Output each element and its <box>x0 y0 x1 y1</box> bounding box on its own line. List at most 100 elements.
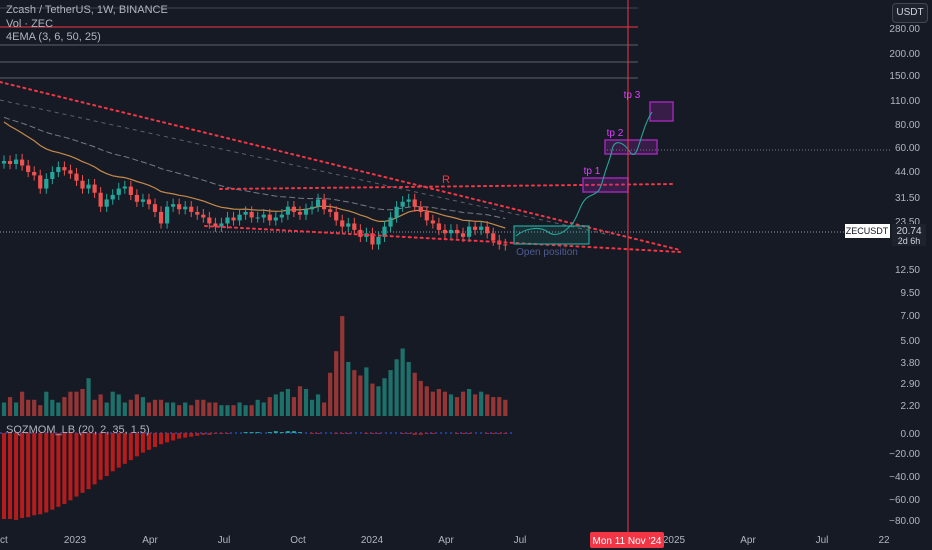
volume-bar <box>158 399 164 416</box>
candle <box>140 199 146 202</box>
volume-bar <box>207 402 212 416</box>
squeeze-momentum-histogram <box>0 431 515 520</box>
oscillator-tick-label: −40.00 <box>889 472 920 483</box>
momentum-bar <box>418 433 423 435</box>
volume-bar <box>424 386 429 416</box>
candle <box>479 226 484 230</box>
price-tick-label: 110.00 <box>890 96 920 107</box>
price-tick-label: 280.00 <box>889 24 920 35</box>
support-line[interactable] <box>204 225 681 253</box>
target-box[interactable] <box>649 101 674 122</box>
momentum-bar <box>364 433 369 434</box>
momentum-bar <box>128 433 133 461</box>
candle <box>491 233 496 241</box>
volume-bar <box>442 391 448 416</box>
volume-bar <box>491 397 496 416</box>
candle <box>418 206 423 212</box>
volume-bar <box>448 394 454 416</box>
momentum-bar <box>122 433 127 464</box>
momentum-bar <box>62 433 67 505</box>
time-tick-label: Jul <box>218 535 231 546</box>
volume-bar <box>177 405 182 416</box>
channel-midline <box>0 99 611 236</box>
candle <box>485 226 490 234</box>
momentum-bar <box>400 433 405 434</box>
price-tick-label: 31.50 <box>895 193 920 204</box>
time-tick-label: Oct <box>290 535 306 546</box>
momentum-bar <box>165 433 170 443</box>
candle <box>334 211 339 221</box>
candle <box>183 206 188 210</box>
volume-bar <box>273 394 278 416</box>
volume-bars <box>1 316 508 416</box>
time-tick-label: Jul <box>816 535 829 546</box>
candle <box>44 178 49 189</box>
momentum-bar <box>267 432 272 434</box>
volume-bar <box>382 378 387 416</box>
volume-bar <box>62 397 67 416</box>
volume-bar <box>497 397 502 416</box>
momentum-bar <box>461 433 466 434</box>
candle <box>267 214 272 221</box>
momentum-bar <box>56 433 61 507</box>
candle <box>328 209 333 212</box>
momentum-bar <box>146 433 151 450</box>
momentum-bar <box>430 433 435 434</box>
momentum-bar <box>491 433 496 434</box>
volume-bar <box>503 399 508 416</box>
candle <box>291 206 297 212</box>
volume-bar <box>297 386 303 416</box>
candle <box>207 217 212 224</box>
momentum-bar <box>171 433 176 441</box>
volume-legend[interactable]: Vol · ZEC <box>6 18 54 30</box>
candle <box>38 175 43 189</box>
open-position-box[interactable] <box>513 225 590 245</box>
candle <box>370 233 375 245</box>
momentum-bar <box>38 433 43 515</box>
currency-button[interactable]: USDT <box>892 3 928 23</box>
price-tick-label: 7.00 <box>901 311 921 322</box>
volume-bar <box>473 394 478 416</box>
candle <box>358 229 363 237</box>
oscillator-legend[interactable]: SQZMOM_LB (20, 2, 35, 1.5) <box>6 424 150 436</box>
symbol-legend[interactable]: Zcash / TetherUS, 1W, BINANCE <box>6 4 168 16</box>
volume-bar <box>340 316 345 416</box>
price-tick-label: 2.20 <box>901 401 921 412</box>
momentum-bar <box>334 433 339 434</box>
volume-bar <box>7 397 13 416</box>
volume-bar <box>225 405 230 416</box>
oscillator-tick-label: 0.00 <box>901 429 921 440</box>
volume-bar <box>237 402 242 416</box>
ema-legend[interactable]: 4EMA (3, 6, 50, 25) <box>6 31 101 43</box>
momentum-bar <box>406 433 411 434</box>
trend-drawings[interactable] <box>0 0 681 532</box>
momentum-bar <box>110 433 115 472</box>
volume-bar <box>376 386 381 416</box>
tp2-label: tp 2 <box>607 128 624 139</box>
momentum-bar <box>44 433 49 513</box>
candle <box>92 184 97 193</box>
target-box[interactable] <box>582 177 629 193</box>
momentum-bar <box>485 433 490 434</box>
volume-bar <box>56 402 61 416</box>
momentum-bar <box>249 432 254 434</box>
volume-bar <box>418 380 423 416</box>
time-tick-label: Apr <box>740 535 756 546</box>
ema-line-fast <box>3 121 506 229</box>
volume-bar <box>68 391 73 416</box>
momentum-bar <box>201 433 206 435</box>
descending-resistance-line[interactable] <box>0 81 681 251</box>
volume-bar <box>309 399 315 416</box>
momentum-bar <box>340 433 345 434</box>
momentum-bar <box>310 433 315 434</box>
momentum-bar <box>412 433 417 435</box>
candle <box>261 214 266 218</box>
volume-bar <box>412 372 417 416</box>
price-tick-label: 44.00 <box>895 167 920 178</box>
candle <box>454 229 460 234</box>
volume-bar <box>364 367 369 416</box>
candle <box>322 199 327 210</box>
price-tick-label: 150.00 <box>889 71 920 82</box>
momentum-bar <box>80 433 85 493</box>
